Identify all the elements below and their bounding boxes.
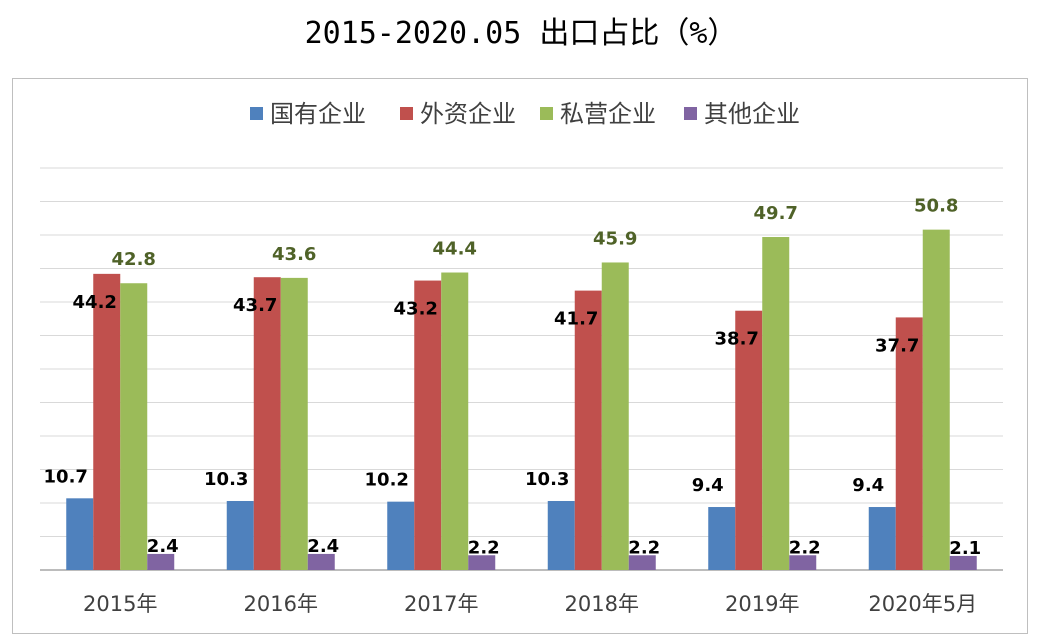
x-tick-label: 2019年 <box>725 592 799 616</box>
x-tick-label: 2020年5月 <box>868 592 977 616</box>
chart-title: 2015-2020.05 出口占比（%） <box>304 16 738 51</box>
bar-3-4 <box>789 555 817 570</box>
value-labels: 10.7 44.2 42.8 2.4 10.3 43.7 43.6 2.4 10.2 43.2 44… <box>44 196 982 559</box>
bar-2-5 <box>922 229 950 570</box>
legend-label-2: 私营企业 <box>560 100 656 128</box>
bar-0-2 <box>387 501 415 570</box>
legend-label-0: 国有企业 <box>270 100 366 128</box>
bar-2-3 <box>601 262 629 570</box>
value-label-3-3: 2.2 <box>628 537 660 558</box>
legend-swatch-3 <box>684 107 697 120</box>
value-label-0-5: 9.4 <box>852 475 884 496</box>
legend-label-3: 其他企业 <box>704 100 800 128</box>
legend-swatch-0 <box>250 107 263 120</box>
value-label-1-1: 43.7 <box>233 295 277 316</box>
value-label-3-1: 2.4 <box>307 536 339 557</box>
value-label-2-4: 49.7 <box>754 203 798 224</box>
bar-3-5 <box>949 555 977 570</box>
bar-2-0 <box>120 283 148 570</box>
value-label-0-4: 9.4 <box>692 475 724 496</box>
bar-1-2 <box>414 280 442 570</box>
value-label-3-2: 2.2 <box>468 537 500 558</box>
value-label-3-4: 2.2 <box>789 537 821 558</box>
x-tick-label: 2015年 <box>83 592 157 616</box>
value-label-2-2: 44.4 <box>433 239 477 260</box>
value-label-1-4: 38.7 <box>715 329 759 350</box>
value-label-3-5: 2.1 <box>949 538 981 559</box>
value-label-1-3: 41.7 <box>554 309 598 330</box>
legend: 国有企业 外资企业 私营企业 其他企业 <box>250 100 800 128</box>
bar-0-5 <box>868 507 896 570</box>
bar-0-3 <box>547 500 575 570</box>
bar-1-1 <box>253 277 281 570</box>
value-label-3-0: 2.4 <box>147 536 179 557</box>
bar-0-1 <box>226 500 254 570</box>
value-label-1-5: 37.7 <box>875 335 919 356</box>
value-label-2-5: 50.8 <box>914 196 958 217</box>
bar-2-4 <box>762 237 790 570</box>
bar-1-3 <box>574 290 602 570</box>
x-tick-label: 2017年 <box>404 592 478 616</box>
value-label-1-0: 44.2 <box>73 292 117 313</box>
legend-label-1: 外资企业 <box>420 100 516 128</box>
bar-3-2 <box>468 555 496 570</box>
value-label-2-1: 43.6 <box>272 244 316 265</box>
bar-3-1 <box>307 553 335 570</box>
gridlines <box>40 167 1003 571</box>
legend-swatch-1 <box>400 107 413 120</box>
chart-frame <box>12 78 1028 634</box>
value-label-0-3: 10.3 <box>525 469 569 490</box>
bar-3-0 <box>147 553 175 570</box>
bar-3-3 <box>628 555 656 570</box>
bar-1-4 <box>735 310 763 570</box>
bar-1-0 <box>93 273 121 570</box>
value-label-2-3: 45.9 <box>593 228 637 249</box>
x-tick-label: 2018年 <box>565 592 639 616</box>
x-tick-label: 2016年 <box>244 592 318 616</box>
bar-1-5 <box>895 317 923 570</box>
value-label-0-1: 10.3 <box>204 469 248 490</box>
bars <box>66 229 977 570</box>
value-label-0-2: 10.2 <box>365 470 409 491</box>
bar-2-2 <box>441 272 469 570</box>
bar-0-0 <box>66 498 94 570</box>
bar-0-4 <box>708 507 736 570</box>
value-label-2-0: 42.8 <box>112 249 156 270</box>
bar-2-1 <box>280 277 308 570</box>
legend-swatch-2 <box>540 107 553 120</box>
x-axis-ticks: 2015年 2016年 2017年 2018年 2019年 2020年5月 <box>83 592 977 616</box>
value-label-1-2: 43.2 <box>394 299 438 320</box>
value-label-0-0: 10.7 <box>44 466 88 487</box>
